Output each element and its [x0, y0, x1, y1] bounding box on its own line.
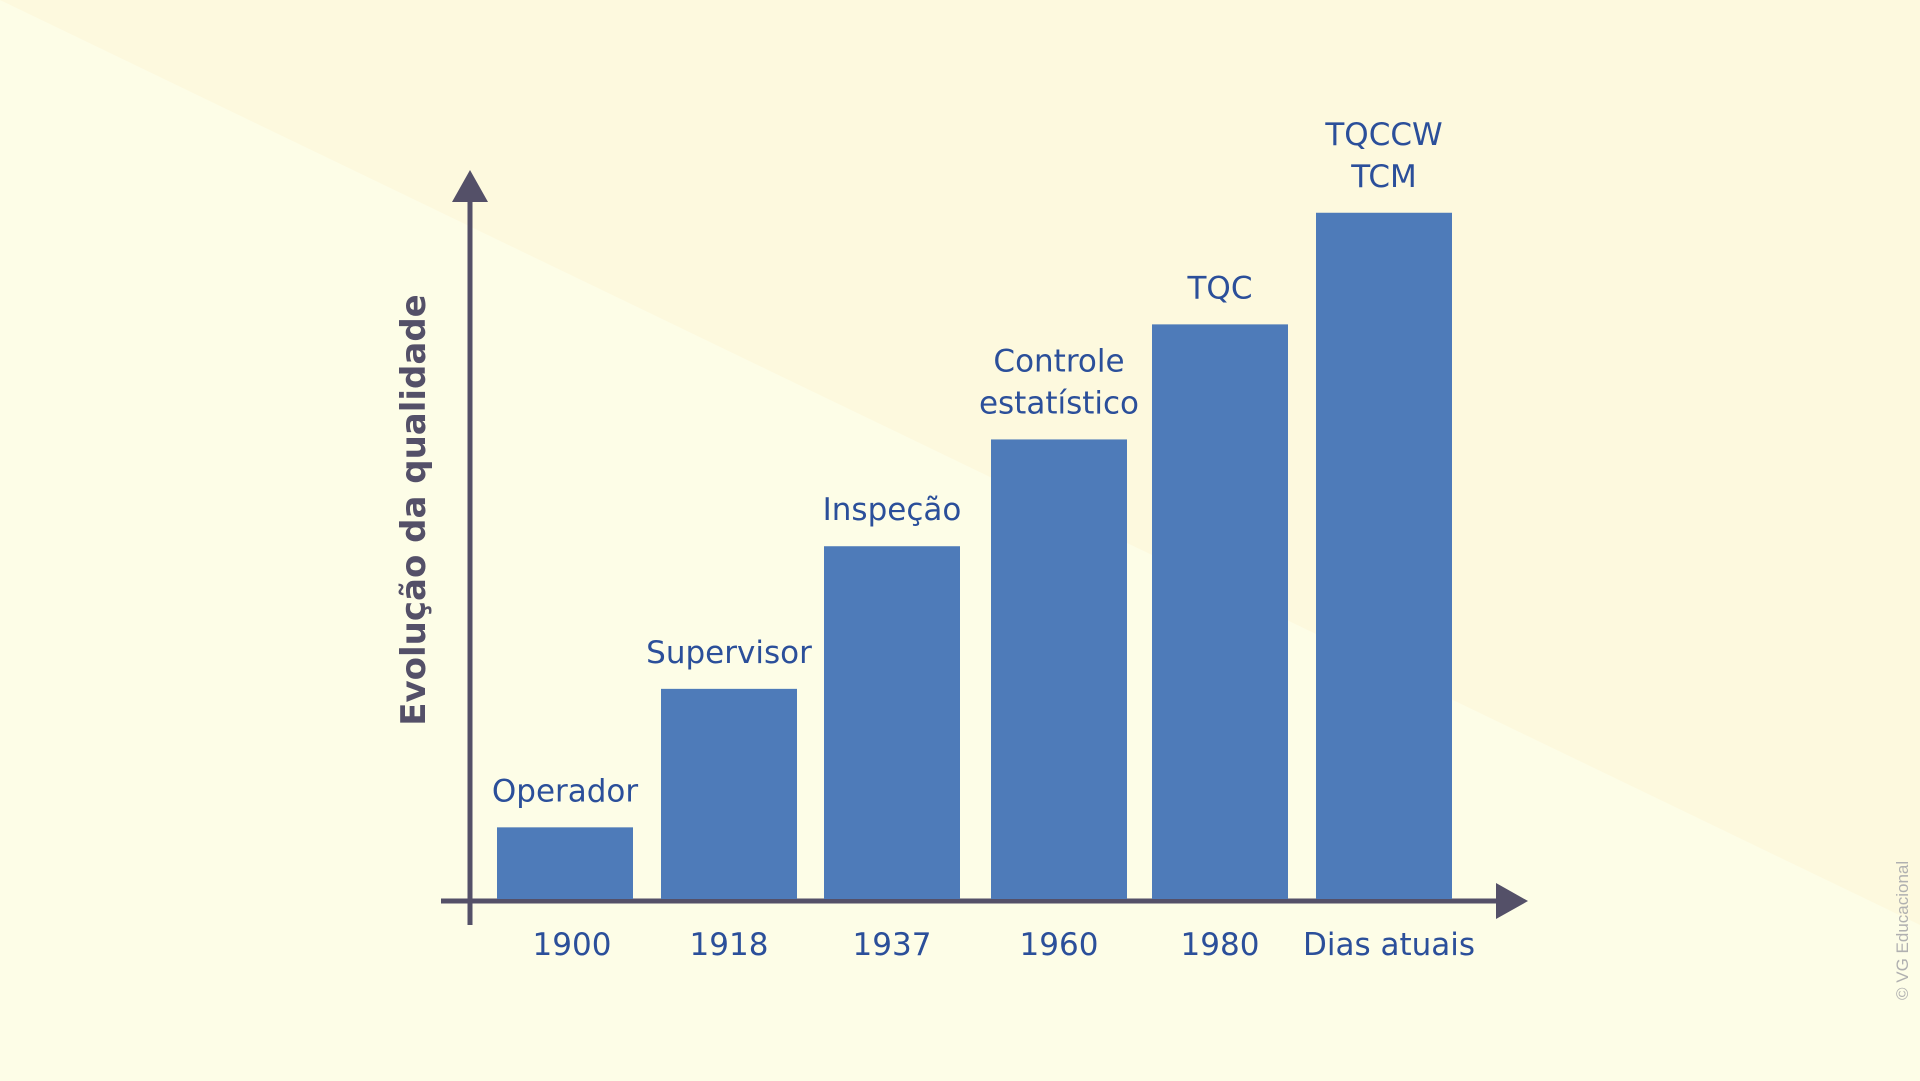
bar-2 — [824, 546, 960, 899]
category-label-0: 1900 — [533, 927, 612, 963]
bar-1 — [661, 688, 797, 899]
category-labels-group: 1900 1918 1937 1960 1980 Dias atuais — [533, 927, 1475, 963]
bar-labels-group: Operador Supervisor Inspeção Controle estatí… — [492, 117, 1443, 810]
bar-3 — [991, 439, 1127, 899]
bar-label-3-1: estatístico — [979, 385, 1139, 421]
bar-label-1-0: Supervisor — [646, 635, 812, 671]
bar-label-3-0: Controle — [993, 343, 1124, 379]
category-label-1: 1918 — [690, 927, 769, 963]
bar-5 — [1316, 212, 1452, 900]
bar-label-0-0: Operador — [492, 773, 639, 809]
bars-group — [497, 212, 1452, 900]
y-axis-arrow — [452, 170, 488, 202]
bar-label-5-1: TCM — [1350, 159, 1417, 195]
bar-4 — [1152, 324, 1288, 899]
category-label-4: 1980 — [1181, 927, 1260, 963]
bar-label-4-0: TQC — [1187, 270, 1253, 306]
copyright-credit: © VG Educacional — [1893, 860, 1912, 1000]
bar-label-5-0: TQCCW — [1324, 117, 1442, 153]
x-axis-arrow — [1496, 883, 1528, 919]
y-axis-label: Evolução da qualidade — [394, 294, 434, 726]
category-label-3: 1960 — [1020, 927, 1099, 963]
bar-label-2-0: Inspeção — [823, 492, 962, 528]
category-label-5: Dias atuais — [1303, 927, 1475, 963]
category-label-2: 1937 — [853, 927, 932, 963]
bar-0 — [497, 827, 633, 899]
